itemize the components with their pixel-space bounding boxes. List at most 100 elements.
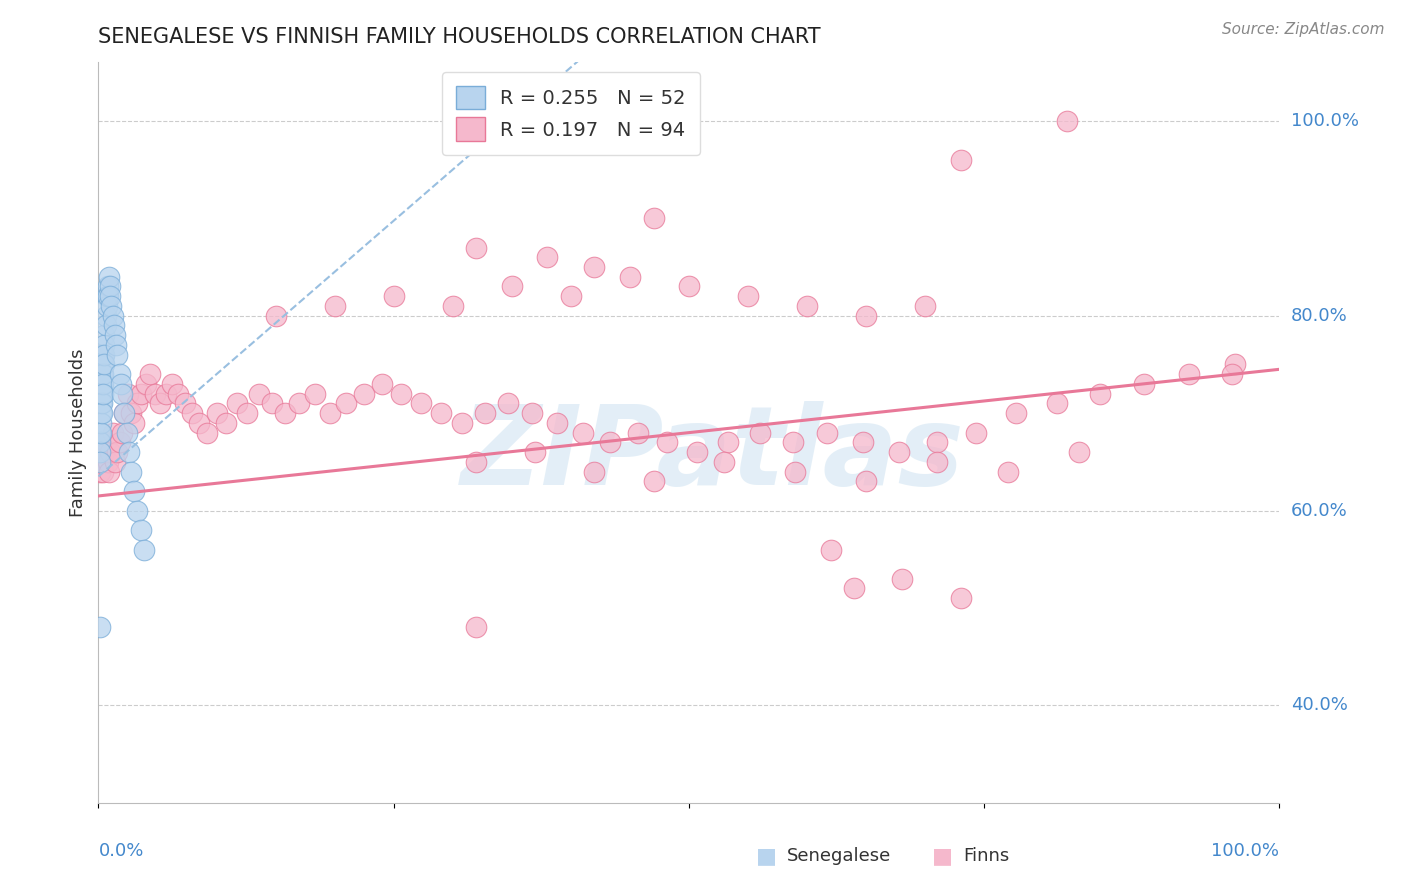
Point bbox=[166, 386, 188, 401]
Point bbox=[173, 396, 195, 410]
Point bbox=[264, 309, 287, 323]
Point bbox=[110, 376, 132, 391]
Point bbox=[122, 484, 145, 499]
Point bbox=[713, 455, 735, 469]
Point bbox=[91, 376, 114, 391]
Point bbox=[103, 318, 125, 333]
Point bbox=[1223, 358, 1246, 372]
Point bbox=[134, 542, 156, 557]
Point bbox=[89, 465, 111, 479]
Point bbox=[465, 455, 488, 469]
Point bbox=[965, 425, 987, 440]
Point bbox=[89, 445, 111, 459]
Point bbox=[890, 572, 912, 586]
Point bbox=[925, 455, 948, 469]
Point bbox=[98, 445, 121, 459]
Point bbox=[104, 328, 127, 343]
Point bbox=[409, 396, 432, 410]
Point bbox=[93, 328, 115, 343]
Point bbox=[187, 416, 209, 430]
Point bbox=[90, 386, 112, 401]
Point bbox=[465, 240, 488, 255]
Point bbox=[335, 396, 357, 410]
Point bbox=[304, 386, 326, 401]
Point bbox=[97, 279, 120, 293]
Text: Senegalese: Senegalese bbox=[787, 847, 891, 865]
Text: 40.0%: 40.0% bbox=[1291, 697, 1347, 714]
Point bbox=[997, 465, 1019, 479]
Point bbox=[686, 445, 709, 459]
Point bbox=[93, 348, 115, 362]
Point bbox=[215, 416, 238, 430]
Point bbox=[100, 299, 122, 313]
Point bbox=[91, 358, 114, 372]
Point bbox=[717, 435, 740, 450]
Point bbox=[121, 406, 143, 420]
Point bbox=[1220, 367, 1243, 381]
Point bbox=[94, 318, 117, 333]
Point bbox=[1067, 445, 1090, 459]
Point bbox=[91, 358, 114, 372]
Point bbox=[129, 523, 152, 537]
Point bbox=[93, 338, 115, 352]
Point bbox=[101, 309, 124, 323]
Text: 60.0%: 60.0% bbox=[1291, 501, 1347, 519]
Text: Source: ZipAtlas.com: Source: ZipAtlas.com bbox=[1222, 22, 1385, 37]
Point bbox=[90, 455, 112, 469]
Point bbox=[323, 299, 346, 313]
Text: 100.0%: 100.0% bbox=[1212, 842, 1279, 860]
Point bbox=[91, 406, 114, 420]
Point bbox=[353, 386, 375, 401]
Point bbox=[195, 425, 218, 440]
Point bbox=[160, 376, 183, 391]
Point bbox=[914, 299, 936, 313]
Point bbox=[91, 386, 114, 401]
Point bbox=[97, 455, 120, 469]
Point bbox=[247, 386, 270, 401]
Text: SENEGALESE VS FINNISH FAMILY HOUSEHOLDS CORRELATION CHART: SENEGALESE VS FINNISH FAMILY HOUSEHOLDS … bbox=[98, 27, 821, 47]
Point bbox=[820, 542, 842, 557]
Point bbox=[139, 367, 162, 381]
Point bbox=[1088, 386, 1111, 401]
Point bbox=[94, 309, 117, 323]
Point bbox=[889, 445, 911, 459]
Text: Finns: Finns bbox=[963, 847, 1010, 865]
Point bbox=[143, 386, 166, 401]
Point bbox=[93, 358, 115, 372]
Point bbox=[91, 386, 114, 401]
Point bbox=[91, 348, 114, 362]
Point bbox=[117, 386, 139, 401]
Point bbox=[815, 425, 838, 440]
Point bbox=[90, 406, 112, 420]
Point bbox=[627, 425, 650, 440]
Point bbox=[112, 406, 135, 420]
Point bbox=[571, 425, 593, 440]
Point bbox=[90, 396, 112, 410]
Point bbox=[643, 475, 665, 489]
Point bbox=[260, 396, 283, 410]
Point bbox=[108, 367, 131, 381]
Point bbox=[1132, 376, 1154, 391]
Point bbox=[118, 445, 141, 459]
Y-axis label: Family Households: Family Households bbox=[69, 349, 87, 516]
Point bbox=[1046, 396, 1069, 410]
Point bbox=[121, 465, 143, 479]
Point bbox=[111, 386, 134, 401]
Point bbox=[851, 435, 873, 450]
Point bbox=[430, 406, 453, 420]
Point bbox=[319, 406, 342, 420]
Legend: R = 0.255   N = 52, R = 0.197   N = 94: R = 0.255 N = 52, R = 0.197 N = 94 bbox=[441, 72, 700, 154]
Point bbox=[382, 289, 405, 303]
Point bbox=[115, 425, 138, 440]
Point bbox=[655, 435, 678, 450]
Point bbox=[496, 396, 519, 410]
Point bbox=[135, 376, 157, 391]
Point bbox=[89, 620, 111, 634]
Point bbox=[108, 435, 131, 450]
Point bbox=[949, 591, 972, 606]
Point bbox=[91, 367, 114, 381]
Point bbox=[451, 416, 474, 430]
Point bbox=[93, 445, 115, 459]
Point bbox=[583, 465, 606, 479]
Point bbox=[737, 289, 759, 303]
